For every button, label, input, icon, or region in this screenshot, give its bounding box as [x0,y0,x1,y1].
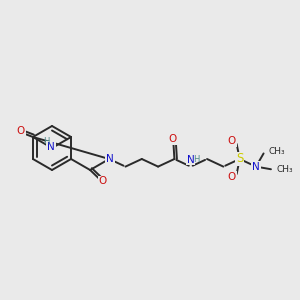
Text: N: N [187,154,195,165]
Text: N: N [252,162,260,172]
Text: CH₃: CH₃ [269,147,286,156]
Text: O: O [168,134,176,144]
Text: N: N [106,154,114,164]
Text: H: H [43,136,49,146]
Text: O: O [227,136,236,146]
Text: H: H [194,155,200,164]
Text: S: S [236,152,243,166]
Text: O: O [227,172,236,182]
Text: CH₃: CH₃ [277,165,293,174]
Text: O: O [17,126,25,136]
Text: N: N [47,142,55,152]
Text: O: O [99,176,107,186]
